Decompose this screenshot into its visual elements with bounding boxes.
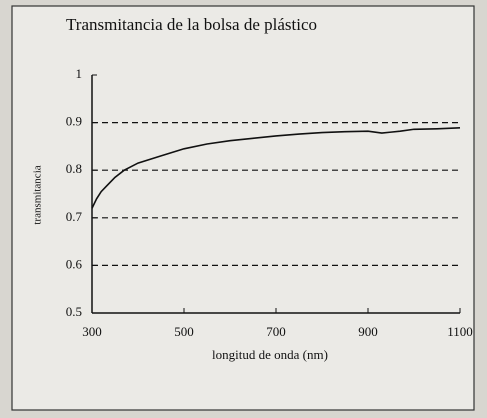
chart-frame: [11, 5, 475, 411]
x-tick-label: 1100: [447, 324, 473, 339]
y-tick-label: 1: [76, 66, 83, 81]
chart-title: Transmitancia de la bolsa de plástico: [66, 15, 317, 34]
x-tick-label: 300: [82, 324, 102, 339]
y-tick-label: 0.5: [66, 304, 82, 319]
x-tick-label: 700: [266, 324, 286, 339]
data-line: [91, 127, 461, 209]
x-tick-label: 500: [174, 324, 194, 339]
x-tick-label: 900: [358, 324, 378, 339]
y-tick-label: 0.8: [66, 161, 82, 176]
y-axis-label: transmitancia: [32, 165, 44, 224]
y-tick-label: 0.6: [66, 256, 83, 271]
y-tick-label: 0.9: [66, 114, 82, 129]
y-tick-label: 0.7: [66, 209, 83, 224]
x-axis-label: longitud de onda (nm): [212, 347, 328, 362]
